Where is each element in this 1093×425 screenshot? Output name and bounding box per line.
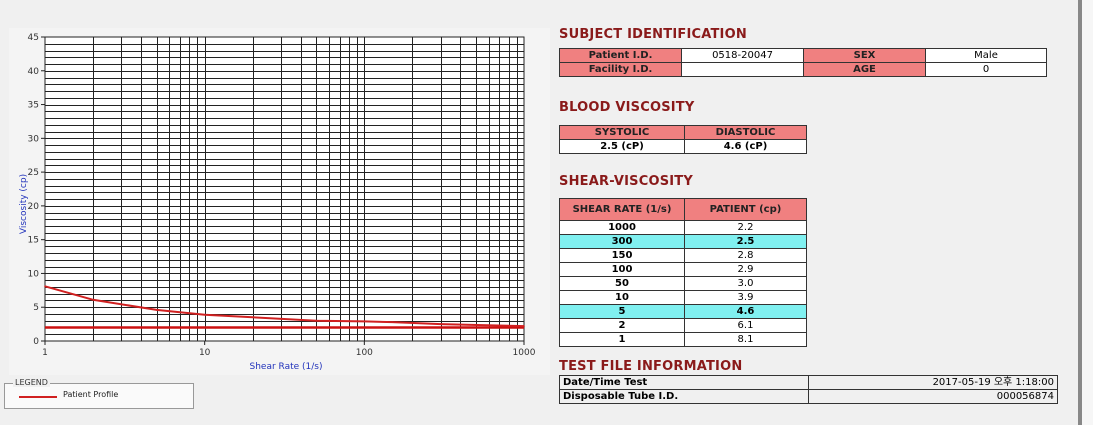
- shear-row: 2 6.1: [559, 318, 807, 333]
- shear-rate-cell: 1000: [559, 220, 685, 235]
- y-tick-label: 10: [28, 269, 40, 279]
- subject-identification-title: SUBJECT IDENTIFICATION: [559, 27, 747, 42]
- shear-rate-cell: 5: [559, 304, 685, 319]
- chart-series: [44, 285, 525, 329]
- y-tick-label: 45: [28, 33, 39, 43]
- y-tick-label: 5: [33, 303, 39, 313]
- y-tick-label: 0: [33, 337, 39, 347]
- age-label: AGE: [803, 62, 926, 77]
- patient-cp-cell: 4.6: [684, 304, 807, 319]
- systolic-value: 2.5 (cP): [559, 139, 685, 154]
- sex-label: SEX: [803, 48, 926, 63]
- shear-row: 150 2.8: [559, 248, 807, 263]
- patient-profile-point: [439, 323, 442, 325]
- patient-profile-point: [44, 285, 46, 288]
- chart-ticks: 0 5 10 15 20 25 30 35 40 45 1 10 100 1000: [28, 33, 536, 358]
- patient-cp-cell: 3.0: [684, 276, 807, 291]
- y-tick-label: 25: [28, 168, 39, 178]
- patient-profile-point: [203, 313, 206, 316]
- age-value: 0: [925, 62, 1047, 77]
- shear-row: 300 2.5: [559, 234, 807, 249]
- y-axis-label: Viscosity (cp): [19, 174, 29, 234]
- diastolic-value: 4.6 (cP): [684, 139, 807, 154]
- x-tick-label: 10: [199, 348, 211, 358]
- patient-cp-cell: 2.2: [684, 220, 807, 235]
- x-tick-label: 1000: [513, 348, 536, 358]
- test-file-table: Date/Time Test 2017-05-19 오후 1:18:00 Dis…: [559, 375, 1058, 404]
- window-edge: [1082, 0, 1093, 425]
- shear-viscosity-table: SHEAR RATE (1/s) PATIENT (cp) 1000 2.2 300…: [559, 198, 807, 347]
- patient-profile-point: [155, 309, 158, 311]
- shear-rate-cell: 10: [559, 290, 685, 305]
- patient-cp-header: PATIENT (cp): [684, 198, 807, 221]
- shear-rate-cell: 300: [559, 234, 685, 249]
- patient-cp-cell: 6.1: [684, 318, 807, 333]
- shear-rate-cell: 100: [559, 262, 685, 277]
- tube-id-value: 000056874: [808, 389, 1058, 404]
- y-tick-label: 30: [28, 134, 40, 144]
- patient-profile-point: [363, 320, 366, 323]
- x-tick-label: 100: [356, 348, 373, 358]
- vertical-scrollbar[interactable]: [1078, 0, 1082, 425]
- patient-id-value: 0518-20047: [681, 48, 804, 63]
- patient-cp-cell: 2.5: [684, 234, 807, 249]
- patient-profile-point: [315, 319, 318, 322]
- viscosity-chart-panel: 0 5 10 15 20 25 30 35 40 45 1 10 100 1000 Shear Rate …: [9, 28, 550, 375]
- y-tick-label: 35: [28, 101, 39, 111]
- patient-cp-cell: 2.9: [684, 262, 807, 277]
- shear-viscosity-title: SHEAR-VISCOSITY: [559, 174, 693, 189]
- facility-id-label: Facility I.D.: [559, 62, 682, 77]
- shear-rate-header: SHEAR RATE (1/s): [559, 198, 685, 221]
- test-file-information-title: TEST FILE INFORMATION: [559, 359, 743, 374]
- datetime-label: Date/Time Test: [559, 375, 809, 390]
- datetime-value: 2017-05-19 오후 1:18:00: [808, 375, 1058, 390]
- shear-row: 50 3.0: [559, 276, 807, 291]
- shear-row: 1 8.1: [559, 332, 807, 347]
- blood-viscosity-title: BLOOD VISCOSITY: [559, 100, 695, 115]
- shear-row: 100 2.9: [559, 262, 807, 277]
- subject-table: Patient I.D. 0518-20047 SEX Male Facilit…: [559, 48, 1047, 77]
- systolic-label: SYSTOLIC: [559, 125, 685, 140]
- chart-grid: [44, 36, 525, 342]
- patient-cp-cell: 3.9: [684, 290, 807, 305]
- shear-row: 1000 2.2: [559, 220, 807, 235]
- x-axis-label: Shear Rate (1/s): [250, 362, 323, 372]
- patient-profile-point: [391, 321, 394, 323]
- patient-cp-cell: 2.8: [684, 248, 807, 263]
- y-tick-label: 20: [28, 202, 40, 212]
- chart-legend: LEGEND Patient Profile: [4, 378, 194, 409]
- y-tick-label: 40: [28, 67, 40, 77]
- x-tick-label: 1: [42, 348, 48, 358]
- patient-cp-cell: 8.1: [684, 332, 807, 347]
- legend-title: LEGEND: [13, 378, 50, 387]
- patient-id-label: Patient I.D.: [559, 48, 682, 63]
- y-tick-label: 15: [28, 236, 39, 246]
- shear-rate-cell: 1: [559, 332, 685, 347]
- diastolic-label: DIASTOLIC: [684, 125, 807, 140]
- shear-rate-cell: 50: [559, 276, 685, 291]
- blood-viscosity-table: SYSTOLIC DIASTOLIC 2.5 (cP) 4.6 (cP): [559, 125, 807, 154]
- viscosity-chart: 0 5 10 15 20 25 30 35 40 45 1 10 100 1000 Shear Rate …: [19, 33, 536, 372]
- sex-value: Male: [925, 48, 1047, 63]
- tube-id-label: Disposable Tube I.D.: [559, 389, 809, 404]
- shear-row: 10 3.9: [559, 290, 807, 305]
- legend-label-patient-profile: Patient Profile: [63, 390, 119, 399]
- plot-area: [44, 36, 525, 342]
- patient-profile-point: [523, 325, 525, 327]
- legend-swatch-patient-profile: [19, 396, 57, 398]
- shear-row: 5 4.6: [559, 304, 807, 319]
- facility-id-value: [681, 62, 804, 77]
- shear-rate-cell: 2: [559, 318, 685, 333]
- patient-profile-point: [92, 298, 94, 301]
- shear-rate-cell: 150: [559, 248, 685, 263]
